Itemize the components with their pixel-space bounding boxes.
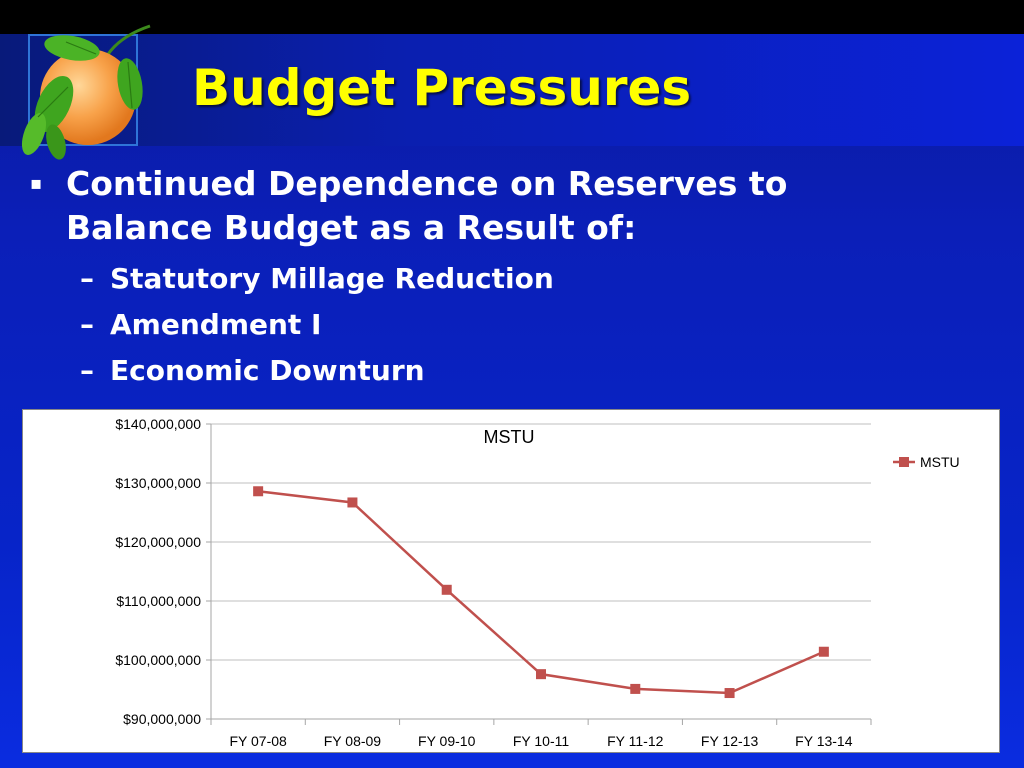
- x-tick-label: FY 12-13: [701, 733, 759, 749]
- sub-bullet-text: Statutory Millage Reduction: [110, 262, 554, 295]
- sub-bullet: – Economic Downturn: [80, 348, 930, 394]
- x-tick-label: FY 11-12: [607, 733, 664, 749]
- x-tick-label: FY 07-08: [229, 733, 287, 749]
- dash-bullet-icon: –: [80, 308, 94, 341]
- data-point: [347, 497, 358, 508]
- sub-bullet-list: – Statutory Millage Reduction – Amendmen…: [30, 256, 930, 394]
- y-tick-label: $130,000,000: [115, 475, 201, 491]
- bullet-main: ▪ Continued Dependence on Reserves to Ba…: [30, 162, 930, 250]
- sub-bullet: – Statutory Millage Reduction: [80, 256, 930, 302]
- legend-marker: [899, 457, 909, 467]
- dash-bullet-icon: –: [80, 354, 94, 387]
- sub-bullet-text: Amendment I: [110, 308, 322, 341]
- chart-container: $90,000,000 $100,000,000 $110,000,000 $120,…: [22, 409, 1000, 753]
- legend-label: MSTU: [920, 454, 960, 470]
- chart-title: MSTU: [484, 427, 535, 447]
- y-tick-label: $110,000,000: [116, 593, 201, 609]
- line-chart: $90,000,000 $100,000,000 $110,000,000 $120,…: [115, 416, 960, 749]
- y-tick-label: $120,000,000: [115, 534, 201, 550]
- y-tick-label: $140,000,000: [115, 416, 201, 432]
- x-tick-label: FY 10-11: [513, 733, 570, 749]
- bullet-list: ▪ Continued Dependence on Reserves to Ba…: [30, 162, 930, 394]
- sub-bullet: – Amendment I: [80, 302, 930, 348]
- orange-logo-icon: [21, 24, 151, 160]
- data-point: [441, 584, 452, 595]
- x-tick-label: FY 08-09: [324, 733, 382, 749]
- data-point: [253, 486, 264, 497]
- header-band: [0, 34, 1024, 146]
- slide-title: Budget Pressures: [192, 59, 692, 117]
- square-bullet-icon: ▪: [30, 173, 43, 194]
- series-line: [257, 490, 825, 695]
- bullet-main-text: Continued Dependence on Reserves to Bala…: [66, 164, 788, 247]
- x-tick-label: FY 09-10: [418, 733, 476, 749]
- data-point: [818, 646, 829, 657]
- x-tick-label: FY 13-14: [795, 733, 853, 749]
- sub-bullet-text: Economic Downturn: [110, 354, 425, 387]
- data-point: [630, 683, 641, 694]
- data-point: [536, 669, 546, 680]
- dash-bullet-icon: –: [80, 262, 94, 295]
- y-tick-label: $90,000,000: [123, 711, 201, 727]
- data-point: [724, 688, 735, 699]
- top-black-bar: [0, 0, 1024, 34]
- y-tick-label: $100,000,000: [115, 652, 201, 668]
